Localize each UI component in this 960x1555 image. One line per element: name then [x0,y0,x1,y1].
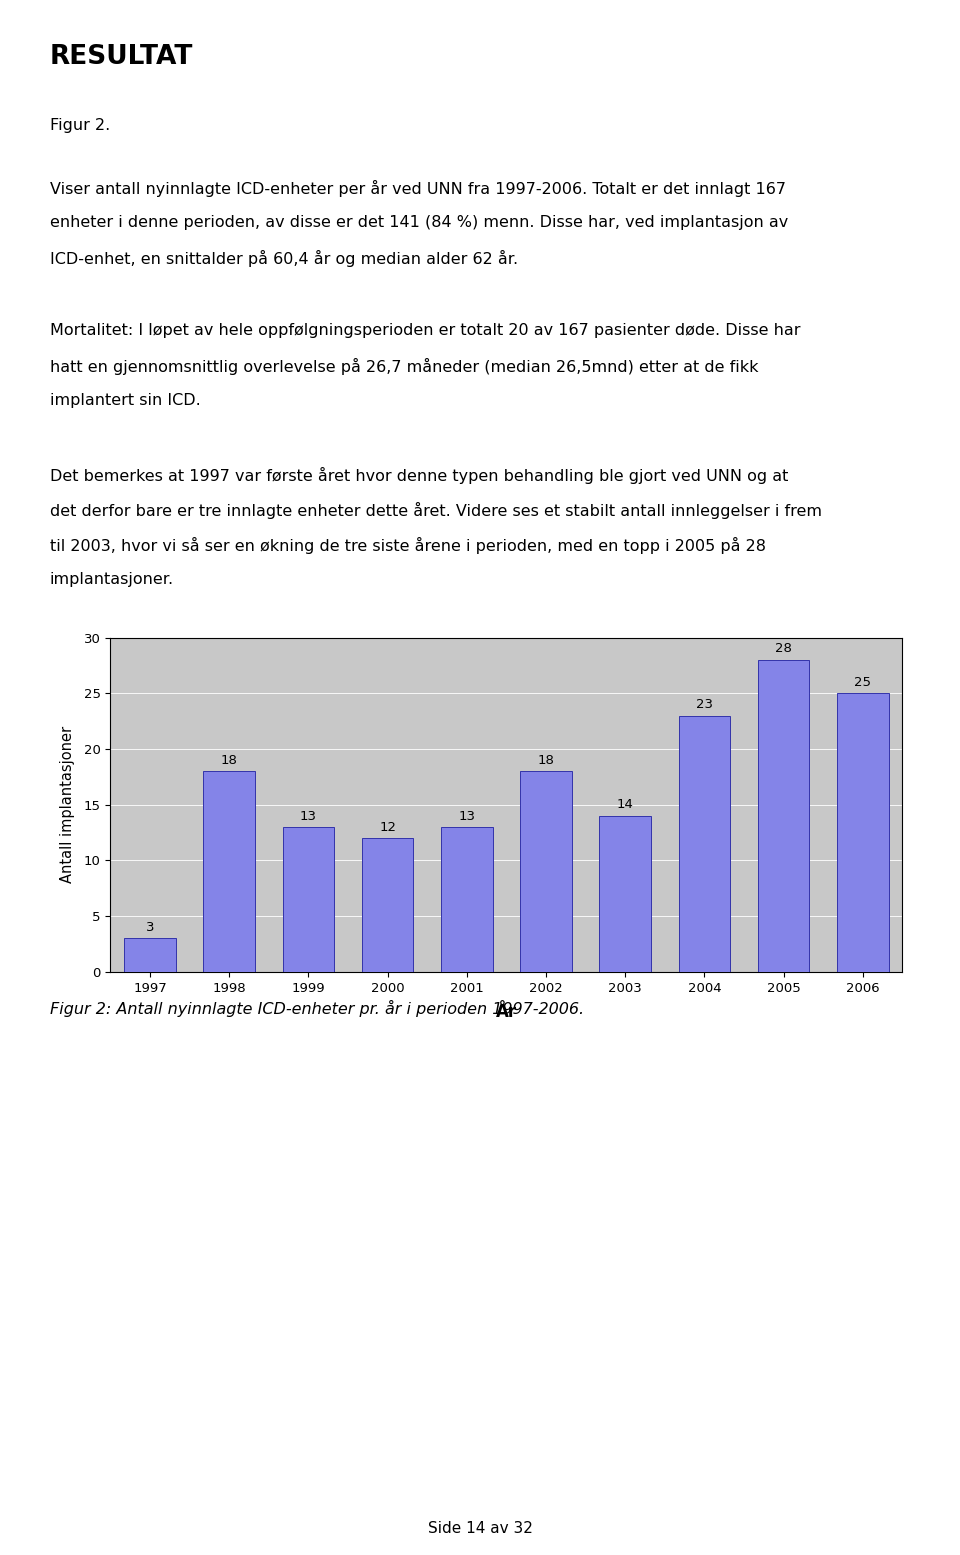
Bar [599,816,651,972]
Text: 3: 3 [146,921,155,935]
Bar [679,715,731,972]
Text: RESULTAT: RESULTAT [50,44,193,70]
Text: Det bemerkes at 1997 var første året hvor denne typen behandling ble gjort ved U: Det bemerkes at 1997 var første året hvo… [50,466,788,484]
Text: 13: 13 [300,810,317,823]
Text: til 2003, hvor vi så ser en økning de tre siste årene i perioden, med en topp i : til 2003, hvor vi så ser en økning de tr… [50,536,766,554]
Bar [520,771,572,972]
Text: 14: 14 [616,798,634,812]
Text: Figur 2: Antall nyinnlagte ICD-enheter pr. år i perioden 1997-2006.: Figur 2: Antall nyinnlagte ICD-enheter p… [50,1000,584,1017]
Text: 23: 23 [696,698,713,711]
Text: Viser antall nyinnlagte ICD-enheter per år ved UNN fra 1997-2006. Totalt er det : Viser antall nyinnlagte ICD-enheter per … [50,179,786,196]
Bar [282,827,334,972]
Text: 25: 25 [854,676,872,689]
Text: Side 14 av 32: Side 14 av 32 [427,1521,533,1536]
Bar [204,771,255,972]
Text: 12: 12 [379,821,396,833]
Bar [441,827,492,972]
Text: Mortalitet: I løpet av hele oppfølgningsperioden er totalt 20 av 167 pasienter d: Mortalitet: I løpet av hele oppfølgnings… [50,323,801,339]
Text: 28: 28 [775,642,792,655]
Text: 18: 18 [221,754,238,767]
Bar [124,938,176,972]
Text: hatt en gjennomsnittlig overlevelse på 26,7 måneder (median 26,5mnd) etter at de: hatt en gjennomsnittlig overlevelse på 2… [50,358,758,375]
Y-axis label: Antall implantasjoner: Antall implantasjoner [60,726,75,883]
Text: ICD-enhet, en snittalder på 60,4 år og median alder 62 år.: ICD-enhet, en snittalder på 60,4 år og m… [50,249,518,266]
Text: det derfor bare er tre innlagte enheter dette året. Videre ses et stabilt antall: det derfor bare er tre innlagte enheter … [50,502,822,519]
Bar [837,694,889,972]
Text: 13: 13 [458,810,475,823]
Text: enheter i denne perioden, av disse er det 141 (84 %) menn. Disse har, ved implan: enheter i denne perioden, av disse er de… [50,215,788,230]
Text: implantasjoner.: implantasjoner. [50,572,174,586]
Bar [362,838,414,972]
Text: Figur 2.: Figur 2. [50,118,110,134]
Text: 18: 18 [538,754,555,767]
Text: implantert sin ICD.: implantert sin ICD. [50,393,201,409]
X-axis label: År: År [495,1003,517,1022]
Bar [757,659,809,972]
